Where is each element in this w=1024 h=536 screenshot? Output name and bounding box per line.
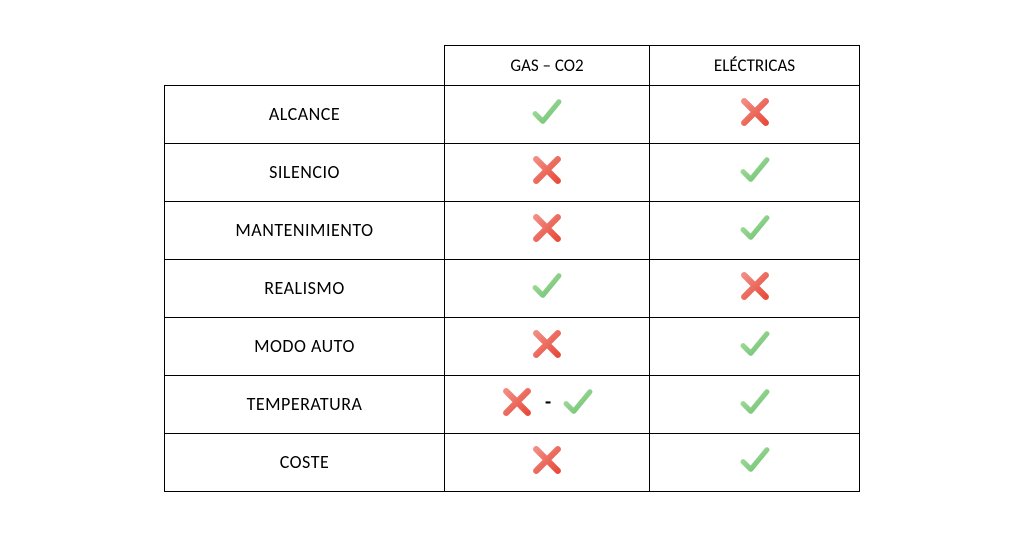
- row-label: ALCANCE: [165, 85, 445, 143]
- table-row: ALCANCE: [165, 85, 860, 143]
- comparison-table: GAS – CO2 ELÉCTRICAS ALCANCE SILENCIO: [164, 45, 860, 492]
- cross-icon: [737, 268, 773, 304]
- row-label: SILENCIO: [165, 143, 445, 201]
- row-label: MODO AUTO: [165, 317, 445, 375]
- cell-gas: [445, 143, 650, 201]
- row-label: REALISMO: [165, 259, 445, 317]
- check-icon: [738, 153, 772, 187]
- cell-elec: [650, 433, 860, 491]
- empty-header-cell: [165, 45, 445, 85]
- cross-icon: [499, 384, 535, 420]
- dash-separator: -: [545, 390, 551, 414]
- table-row: SILENCIO: [165, 143, 860, 201]
- cell-gas: [445, 433, 650, 491]
- cross-icon: [737, 94, 773, 130]
- check-icon: [738, 385, 772, 419]
- cell-gas: -: [445, 375, 650, 433]
- cell-elec: [650, 143, 860, 201]
- check-icon: [738, 211, 772, 245]
- check-icon: [530, 269, 564, 303]
- table-row: MANTENIMIENTO: [165, 201, 860, 259]
- cross-icon: [529, 210, 565, 246]
- cell-elec: [650, 317, 860, 375]
- check-icon: [738, 327, 772, 361]
- cross-icon: [529, 326, 565, 362]
- row-label: MANTENIMIENTO: [165, 201, 445, 259]
- check-icon: [530, 95, 564, 129]
- table-row: TEMPERATURA -: [165, 375, 860, 433]
- cell-elec: [650, 85, 860, 143]
- header-gas: GAS – CO2: [445, 45, 650, 85]
- table-row: MODO AUTO: [165, 317, 860, 375]
- table-row: COSTE: [165, 433, 860, 491]
- table-header-row: GAS – CO2 ELÉCTRICAS: [165, 45, 860, 85]
- cell-elec: [650, 375, 860, 433]
- cross-icon: [529, 442, 565, 478]
- cross-icon: [529, 152, 565, 188]
- row-label: TEMPERATURA: [165, 375, 445, 433]
- check-icon: [738, 443, 772, 477]
- cell-elec: [650, 259, 860, 317]
- cell-elec: [650, 201, 860, 259]
- header-elec: ELÉCTRICAS: [650, 45, 860, 85]
- cell-gas: [445, 317, 650, 375]
- comparison-table-wrapper: GAS – CO2 ELÉCTRICAS ALCANCE SILENCIO: [164, 45, 860, 492]
- cell-gas: [445, 85, 650, 143]
- check-icon: [561, 385, 595, 419]
- cell-gas: [445, 201, 650, 259]
- table-row: REALISMO: [165, 259, 860, 317]
- row-label: COSTE: [165, 433, 445, 491]
- cell-gas: [445, 259, 650, 317]
